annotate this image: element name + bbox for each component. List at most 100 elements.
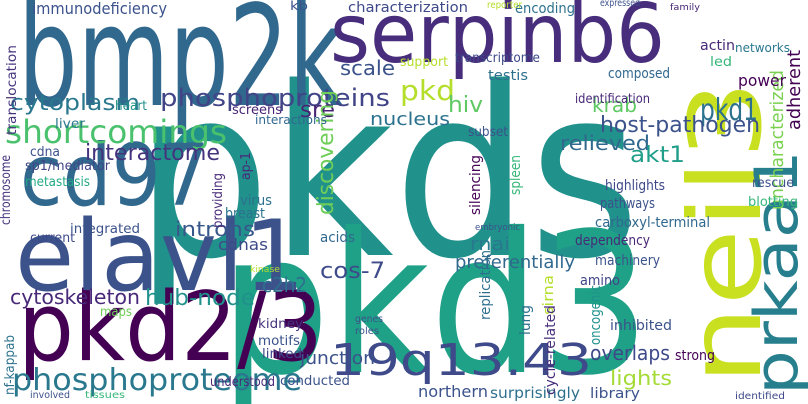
word: pathways <box>600 196 655 212</box>
word: chromosome <box>0 155 14 225</box>
word: cdna <box>30 145 60 160</box>
word: interactome <box>85 141 220 166</box>
word: metastasis <box>25 175 90 190</box>
word: integrated <box>70 222 140 237</box>
word: strong <box>675 348 715 364</box>
word: conducted <box>280 374 350 389</box>
word: cytoplasm <box>10 91 140 116</box>
word: involved <box>30 390 70 401</box>
word: breast <box>225 206 265 222</box>
word: sre <box>300 98 335 123</box>
word: cos-7 <box>320 259 385 284</box>
word: cd97 <box>20 126 210 226</box>
word: interactions <box>255 113 327 127</box>
word: amino <box>580 273 620 289</box>
word: 19q13.43 <box>330 335 592 386</box>
word: characterization <box>348 0 468 16</box>
word: rnai <box>470 234 510 255</box>
word: surprisingly <box>490 384 580 402</box>
word: motifs <box>258 334 300 349</box>
word: uncharacterized <box>767 70 788 210</box>
word: roles <box>355 326 379 337</box>
word: bmp2k <box>18 0 343 139</box>
word: translocation <box>5 45 20 135</box>
word: pkd1 <box>700 93 758 128</box>
word: providing <box>211 173 226 228</box>
word: composed <box>608 66 670 82</box>
word: serpinb6 <box>330 0 665 82</box>
word: preferentially <box>455 252 575 273</box>
word: reporter <box>487 0 523 11</box>
word: hub-node <box>145 286 255 311</box>
word: support <box>400 55 448 70</box>
word: expressed <box>600 0 640 9</box>
word: kb <box>290 0 308 13</box>
word: highlights <box>605 178 665 194</box>
word: sirna <box>541 275 557 315</box>
word: networks <box>735 41 790 55</box>
word: heart <box>115 99 147 114</box>
word: power <box>738 71 786 90</box>
word: linked <box>262 347 302 362</box>
word: encoding <box>515 1 575 17</box>
word: spleen <box>508 155 524 195</box>
word: c2h2 <box>262 273 307 297</box>
word: inhibited <box>610 318 672 334</box>
word: current <box>30 231 75 246</box>
word: lights <box>610 366 672 390</box>
word: nucleus <box>370 109 450 130</box>
word: understood <box>210 375 275 390</box>
word: oncogenic <box>588 285 604 345</box>
word: acids <box>320 230 355 246</box>
word: elavl1 <box>15 200 305 314</box>
word: cdnas <box>218 235 268 254</box>
word: neil3 <box>667 80 784 385</box>
word: shortcomings <box>5 113 227 151</box>
word: adherent <box>784 50 805 130</box>
word: lung <box>518 305 534 335</box>
word: discovering <box>314 90 339 215</box>
word: nf-kappab <box>3 335 18 395</box>
word: rescue <box>752 176 794 191</box>
word: kinase <box>250 265 280 275</box>
word: pkd2/3 <box>18 273 323 383</box>
word: pkds <box>135 38 640 311</box>
word: transcriptome <box>455 51 540 66</box>
word: family <box>670 3 701 13</box>
word: prkaa1 <box>742 150 808 395</box>
word: akt1 <box>630 143 685 168</box>
word: carboxyl-terminal <box>595 215 710 231</box>
word: cytoskeleton <box>10 285 140 309</box>
word: northern <box>418 382 488 401</box>
word: library <box>590 386 640 402</box>
word: junction <box>299 348 375 369</box>
word: silencing <box>468 155 484 215</box>
word: phosphoproteins <box>160 84 390 112</box>
word: host-pathogen <box>600 113 760 138</box>
word: liver <box>55 117 86 132</box>
word: identification <box>575 92 650 107</box>
word: relieved <box>560 131 650 155</box>
word: krab <box>592 93 637 117</box>
word: actin <box>700 38 735 54</box>
word: overlaps <box>590 341 670 365</box>
word: led <box>710 55 732 70</box>
word: embryonic <box>475 223 520 233</box>
word: ap-1 <box>239 152 254 180</box>
word: identified <box>735 391 785 402</box>
word: blotting <box>748 195 798 210</box>
word: kidney <box>258 317 303 332</box>
word: maps <box>100 305 132 320</box>
word: screens <box>232 103 282 118</box>
word: cycle-related <box>543 305 559 395</box>
word: scale <box>340 56 395 80</box>
word: dependency <box>575 233 650 249</box>
word: subset <box>468 125 508 140</box>
word: phosphoproteome <box>12 363 302 398</box>
word: immunodeficiency <box>32 0 167 18</box>
word: pkd3 <box>220 191 650 404</box>
word: pkd <box>400 74 455 107</box>
word: hiv <box>448 93 483 118</box>
